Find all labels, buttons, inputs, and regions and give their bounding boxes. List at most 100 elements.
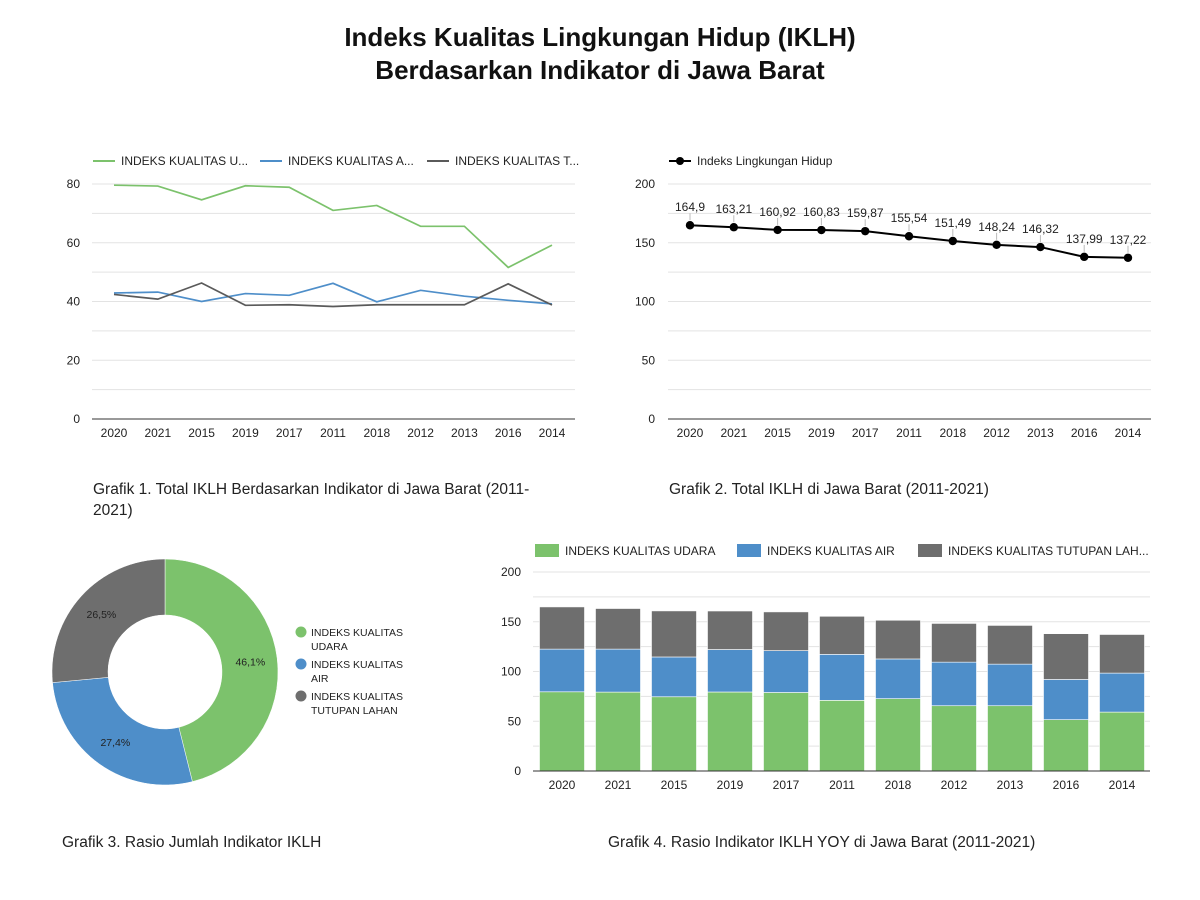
data-point (1080, 252, 1089, 262)
caption-chart-1-line1: Grafik 1. Total IKLH Berdasarkan Indikat… (93, 481, 530, 498)
bar-segment (539, 691, 585, 772)
bar-segment (1099, 634, 1145, 674)
donut-slice (51, 558, 166, 683)
x-tick-label: 2016 (495, 426, 522, 440)
legend-label: INDEKS KUALITAS TUTUPAN LAH... (948, 544, 1149, 558)
bar-segment (819, 654, 865, 701)
bar-segment (595, 608, 641, 650)
legend-label-line2: AIR (311, 673, 329, 685)
bar-segment (651, 656, 697, 698)
y-tick-label: 80 (67, 177, 81, 191)
data-point (817, 225, 826, 235)
legend-marker (295, 658, 307, 670)
bar-segment (819, 700, 865, 772)
y-tick-label: 200 (501, 565, 521, 579)
x-tick-label: 2021 (605, 778, 632, 792)
x-tick-label: 2020 (101, 426, 128, 440)
caption-chart-1: Grafik 1. Total IKLH Berdasarkan Indikat… (93, 479, 529, 521)
x-tick-label: 2017 (773, 778, 800, 792)
data-label: 137,22 (1110, 233, 1147, 247)
data-label: 160,83 (803, 205, 840, 219)
y-tick-label: 50 (508, 714, 522, 728)
x-tick-label: 2011 (896, 426, 922, 440)
page-title-line1: Indeks Kualitas Lingkungan Hidup (IKLH) (344, 22, 856, 52)
x-tick-label: 2012 (983, 426, 1010, 440)
data-label: 146,32 (1022, 222, 1059, 236)
legend-label-line1: INDEKS KUALITAS (311, 627, 403, 639)
x-tick-label: 2019 (717, 778, 744, 792)
legend-label-line2: UDARA (311, 641, 348, 653)
bar-segment (1099, 711, 1145, 772)
bar-segment (651, 696, 697, 772)
data-label: 160,92 (759, 205, 796, 219)
legend-label: INDEKS KUALITAS A... (288, 154, 414, 168)
y-tick-label: 20 (67, 353, 81, 367)
bar-segment (763, 611, 809, 651)
x-tick-label: 2015 (188, 426, 215, 440)
bar-segment (931, 661, 977, 707)
legend-label: INDEKS KUALITAS AIR (767, 544, 895, 558)
caption-chart-4: Grafik 4. Rasio Indikator IKLH YOY di Ja… (608, 834, 1036, 851)
legend-label: INDEKS KUALITAS UDARA (565, 544, 715, 558)
x-tick-label: 2021 (720, 426, 747, 440)
bar-segment (1043, 633, 1089, 680)
bar-segment (763, 650, 809, 693)
bar-segment (987, 625, 1033, 665)
data-point (729, 223, 738, 232)
slice-label: 27,4% (100, 737, 130, 749)
legend-swatch (737, 544, 761, 557)
bar-segment (707, 649, 753, 693)
y-tick-label: 50 (642, 353, 656, 367)
y-tick-label: 60 (67, 236, 81, 250)
x-tick-label: 2015 (764, 426, 791, 440)
x-tick-label: 2011 (829, 778, 855, 792)
legend-label-line2: TUTUPAN LAHAN (311, 705, 398, 717)
bar-segment (707, 610, 753, 650)
y-tick-label: 40 (67, 295, 81, 309)
x-tick-label: 2014 (1115, 426, 1142, 440)
slice-label: 46,1% (235, 656, 265, 668)
data-label: 159,87 (847, 206, 884, 220)
bar-segment (987, 705, 1033, 772)
y-tick-label: 150 (635, 236, 655, 250)
x-tick-label: 2013 (997, 778, 1024, 792)
legend-label: INDEKS KUALITAS T... (455, 154, 579, 168)
data-point (685, 221, 695, 230)
x-tick-label: 2020 (549, 778, 576, 792)
data-point (992, 240, 1001, 250)
bar-segment (595, 648, 641, 693)
bar-segment (875, 698, 921, 772)
data-label: 163,21 (715, 202, 752, 216)
bar-segment (595, 691, 641, 772)
legend-marker (295, 690, 307, 702)
bar-segment (707, 691, 753, 772)
bar-segment (987, 663, 1033, 707)
caption-chart-1-line2: 2021) (93, 502, 133, 519)
x-tick-label: 2012 (407, 426, 434, 440)
y-tick-label: 150 (501, 615, 521, 629)
x-tick-label: 2017 (276, 426, 303, 440)
x-tick-label: 2013 (1027, 426, 1054, 440)
data-label: 155,54 (891, 211, 928, 225)
x-tick-label: 2014 (1109, 778, 1136, 792)
caption-chart-3: Grafik 3. Rasio Jumlah Indikator IKLH (62, 834, 322, 851)
donut-slice (164, 558, 279, 782)
series-line (113, 282, 553, 308)
bar-segment (819, 615, 865, 655)
y-tick-label: 200 (635, 177, 655, 191)
bar-segment (875, 619, 921, 660)
x-tick-label: 2016 (1053, 778, 1080, 792)
legend-label-line1: INDEKS KUALITAS (311, 659, 403, 671)
legend-marker (295, 626, 307, 638)
data-point (948, 236, 957, 246)
x-tick-label: 2018 (363, 426, 390, 440)
bar-segment (1043, 679, 1089, 720)
legend-label: Indeks Lingkungan Hidup (697, 154, 833, 168)
legend-swatch (535, 544, 559, 557)
legend-swatch (918, 544, 942, 557)
bar-segment (1043, 719, 1089, 772)
y-tick-label: 0 (73, 412, 80, 426)
x-tick-label: 2014 (539, 426, 566, 440)
legend-marker (676, 157, 684, 165)
